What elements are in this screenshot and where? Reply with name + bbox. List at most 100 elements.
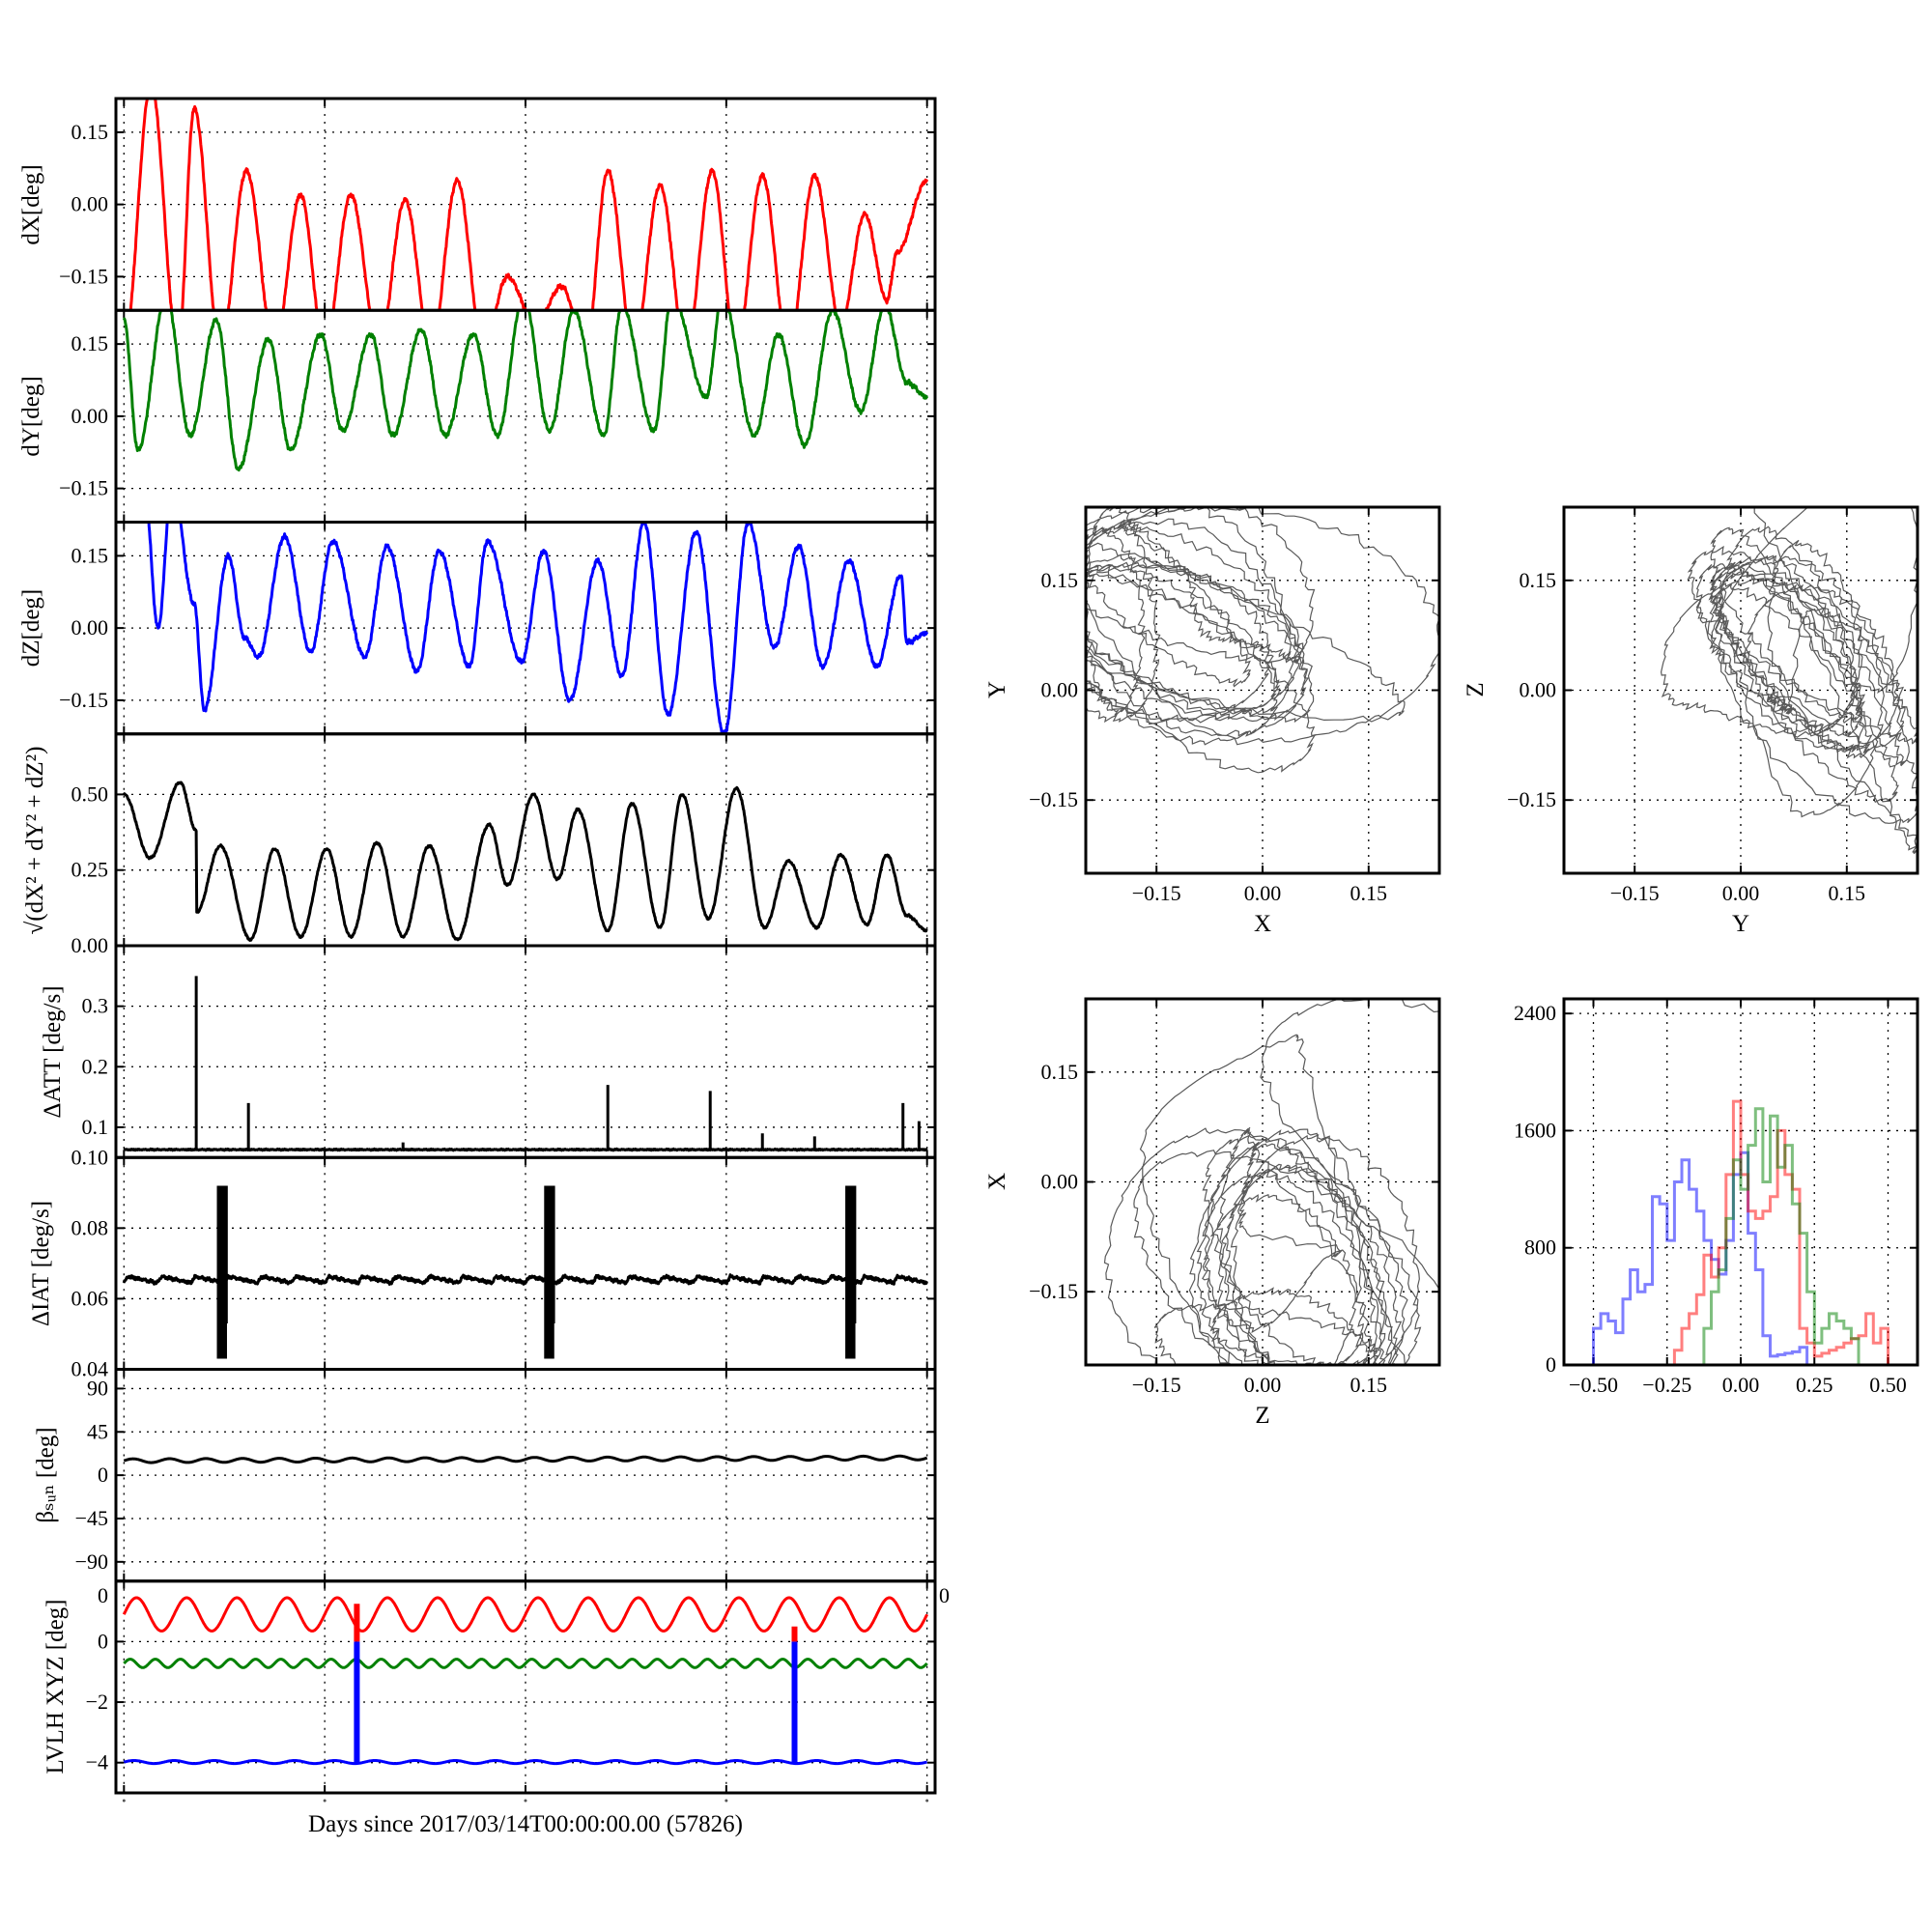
x-tick-label: 0.00 bbox=[1722, 1373, 1760, 1397]
x-tick-label: −0.15 bbox=[1132, 1373, 1181, 1397]
y-tick-label: 0.08 bbox=[71, 1215, 109, 1239]
axes-frame bbox=[1562, 997, 1919, 1367]
panel-delta-att: 0.1 0.2 0.3 bbox=[82, 944, 937, 1159]
y-tick-label: −0.15 bbox=[59, 476, 108, 500]
y-tick-label: 0.25 bbox=[71, 858, 109, 882]
x-tick-dot bbox=[925, 1799, 929, 1803]
histogram-group bbox=[1592, 1099, 1889, 1365]
series-line-LVLH-X bbox=[122, 1596, 929, 1633]
plot-panels: −0.15 0.00 0.15 −0.15 0.00 0.15 −0.15 0.00 0.15 0… bbox=[59, 97, 1919, 1803]
ylabel-xy: Y bbox=[984, 681, 1010, 698]
y-tick-label: 0.10 bbox=[71, 1145, 109, 1169]
y-tick-label: −2 bbox=[86, 1690, 108, 1714]
y-tick-label: 0.04 bbox=[71, 1357, 109, 1381]
histogram-step-dX bbox=[1593, 1099, 1889, 1365]
series-line-ΔIAT bbox=[122, 1273, 929, 1287]
y-tick-label: 0.00 bbox=[71, 933, 109, 957]
trace-group bbox=[1086, 507, 1439, 774]
y-tick-label: 0.00 bbox=[71, 192, 109, 216]
panel-lvlh: −4 −2 0 bbox=[86, 1579, 937, 1795]
y-tick-label: −0.15 bbox=[1029, 1279, 1078, 1303]
histogram-step-dY bbox=[1593, 1107, 1889, 1365]
y-tick-label: 0 bbox=[98, 1629, 108, 1653]
y-tick-label: −4 bbox=[86, 1750, 108, 1775]
series-group bbox=[123, 1454, 928, 1464]
y-tick-label: 45 bbox=[87, 1419, 108, 1443]
series-group bbox=[147, 522, 929, 734]
trajectory-trace bbox=[1103, 999, 1439, 1365]
panel-beta-sun: −90 −45 0 45 90 bbox=[75, 1368, 937, 1583]
x-tick-label: 0.50 bbox=[1869, 1373, 1907, 1397]
y-tick-label: 0.00 bbox=[1041, 678, 1079, 702]
y-tick-label: 1600 bbox=[1514, 1118, 1556, 1142]
panel-z-vs-x: −0.15 0.00 0.15 −0.15 0.00 0.15 bbox=[1029, 997, 1441, 1397]
ylabel-zx: X bbox=[984, 1173, 1010, 1190]
xlabel-yz: Y bbox=[1732, 911, 1749, 937]
x-tick-dot bbox=[724, 1799, 728, 1803]
y-tick-label: 90 bbox=[87, 1376, 108, 1400]
y-tick-label: 0.50 bbox=[71, 781, 109, 806]
x-tick-label: 0.25 bbox=[1796, 1373, 1833, 1397]
x-tick-label: 0.00 bbox=[1244, 1373, 1282, 1397]
series-group bbox=[122, 1185, 929, 1359]
xlabel-days: Days since 2017/03/14T00:00:00.00 (57826… bbox=[308, 1811, 743, 1837]
ylabel-dz: dZ[deg] bbox=[18, 589, 44, 668]
panel-x-vs-y: −0.15 0.00 0.15 −0.15 0.00 0.15 bbox=[1029, 505, 1441, 905]
xlabel-zx: Z bbox=[1255, 1403, 1269, 1429]
axes-frame bbox=[1084, 997, 1441, 1367]
y-tick-label: 0.15 bbox=[1520, 568, 1557, 592]
ylabel-delta-att: ΔATT [deg/s] bbox=[40, 985, 66, 1118]
y-tick-label: −0.15 bbox=[59, 264, 108, 288]
panel-y-vs-z: −0.15 0.00 0.15 −0.15 0.00 0.15 bbox=[1507, 505, 1919, 905]
trace-group bbox=[1660, 507, 1918, 855]
y-tick-label: 800 bbox=[1524, 1236, 1556, 1260]
x-tick-label: −0.50 bbox=[1569, 1373, 1618, 1397]
series-line-βsun bbox=[123, 1454, 928, 1464]
ylabel-dx: dX[deg] bbox=[18, 164, 44, 244]
x-tick-label: 0.15 bbox=[1350, 1373, 1388, 1397]
stray-label-right: 0 bbox=[939, 1583, 950, 1607]
y-tick-label: 0.2 bbox=[82, 1054, 109, 1078]
trajectory-trace bbox=[1660, 507, 1918, 855]
panel-dZ: −0.15 0.00 0.15 bbox=[59, 521, 937, 736]
y-tick-label: 0.15 bbox=[1041, 1060, 1079, 1084]
axes-frame bbox=[1084, 505, 1441, 875]
ylabel-yz: Z bbox=[1463, 682, 1489, 696]
ylabel-delta-iat: ΔIAT [deg/s] bbox=[28, 1201, 54, 1326]
y-tick-label: 0.00 bbox=[1041, 1170, 1079, 1194]
series-line-LVLH-Z bbox=[123, 1759, 928, 1766]
axes-frame bbox=[1562, 505, 1919, 875]
y-tick-label: 0.00 bbox=[71, 615, 109, 639]
y-tick-label: 2400 bbox=[1514, 1001, 1556, 1025]
y-tick-label: 0.1 bbox=[82, 1115, 109, 1139]
x-tick-dot bbox=[323, 1799, 327, 1803]
series-group bbox=[122, 310, 929, 472]
ylabel-beta-sun: βₛᵤₙ [deg] bbox=[33, 1427, 59, 1522]
series-group bbox=[123, 976, 928, 1152]
x-tick-label: −0.15 bbox=[1610, 881, 1660, 905]
y-tick-label: 0 bbox=[98, 1463, 108, 1487]
x-tick-dot bbox=[524, 1799, 527, 1803]
y-tick-label: 0.15 bbox=[71, 543, 109, 567]
panel-magnitude: 0.00 0.25 0.50 bbox=[71, 732, 937, 957]
series-line-dZ bbox=[147, 522, 929, 734]
y-tick-label: 0.00 bbox=[1520, 678, 1557, 702]
y-tick-label: 0.15 bbox=[71, 331, 109, 355]
y-tick-label: 0.15 bbox=[1041, 568, 1079, 592]
axes-frame bbox=[114, 1579, 937, 1795]
x-tick-label: 0.00 bbox=[1722, 881, 1760, 905]
series-group bbox=[123, 781, 928, 942]
y-tick-label: 0.00 bbox=[71, 404, 109, 428]
xlabel-xy: X bbox=[1254, 911, 1271, 937]
x-tick-label: 0.15 bbox=[1350, 881, 1388, 905]
x-tick-label: 0.00 bbox=[1244, 881, 1282, 905]
x-tick-label: 0.15 bbox=[1829, 881, 1866, 905]
x-tick-label: −0.25 bbox=[1642, 1373, 1691, 1397]
panel-dY: −0.15 0.00 0.15 bbox=[59, 308, 937, 524]
trajectory-trace bbox=[1086, 507, 1439, 774]
panel-histogram: 0 800 1600 2400 −0.50 −0.25 0.00 0.25 0.50 bbox=[1514, 997, 1919, 1397]
ylabel-lvlh: LVLH XYZ [deg] bbox=[43, 1600, 69, 1775]
ylabel-magnitude: √(dX² + dY² + dZ²) bbox=[22, 747, 48, 935]
y-tick-label: −0.15 bbox=[1507, 787, 1556, 811]
